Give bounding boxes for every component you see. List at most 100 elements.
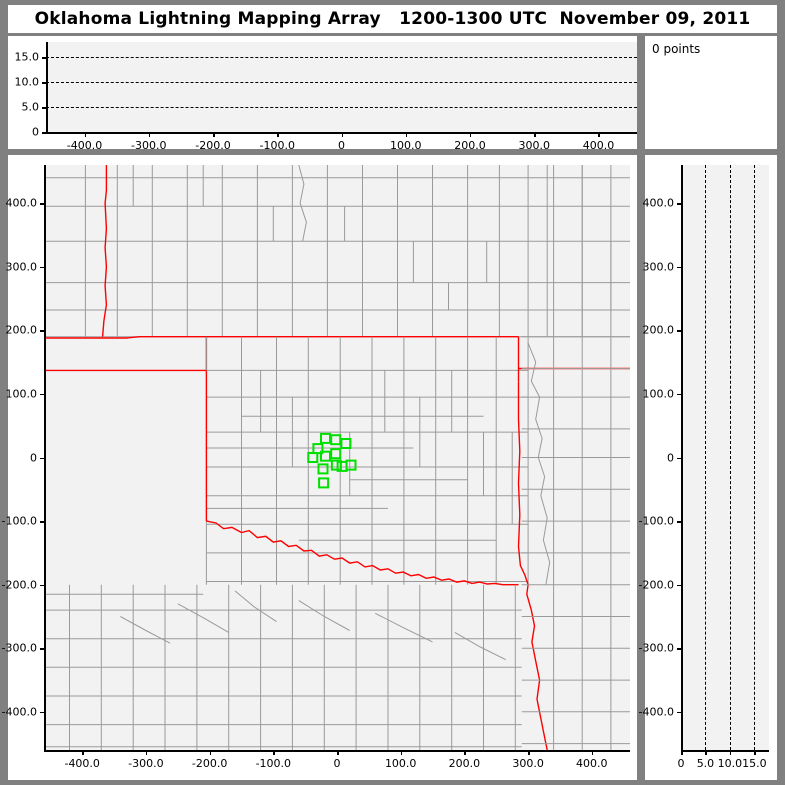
y-tick-label: 5.0 — [21, 100, 40, 114]
state-border-ok-ks — [44, 336, 519, 339]
x-tick — [145, 750, 148, 755]
x-tick — [277, 132, 279, 137]
lma-station-marker[interactable] — [318, 477, 330, 489]
county-line — [120, 616, 171, 644]
y-tick-label: 300.0 — [642, 260, 675, 274]
y-tick — [677, 330, 682, 332]
y-tick — [677, 203, 682, 205]
gridline-y — [46, 107, 637, 108]
y-axis — [46, 42, 48, 132]
y-tick-label: 400.0 — [5, 196, 38, 210]
y-tick — [677, 648, 682, 650]
x-tick-label: -100.0 — [259, 139, 295, 152]
state-border-ok-tx-red-river — [206, 520, 519, 586]
x-tick-label: 5.0 — [696, 757, 715, 770]
y-tick-label: 0 — [30, 451, 37, 464]
y-tick-label: 200.0 — [642, 323, 675, 337]
altitude-vs-northing-panel: -400.0 -300.0 -200.0 -100.0 0 100.0 200.0 300.0… — [639, 155, 777, 780]
lma-station-marker[interactable] — [336, 460, 348, 472]
lma-station-marker[interactable] — [330, 448, 342, 460]
x-tick-label: 100.0 — [389, 139, 422, 152]
county-state-map — [44, 165, 630, 750]
x-tick-label: -100.0 — [255, 757, 292, 770]
x-tick — [148, 132, 151, 137]
altitude-vs-distance-panel: 0 5.0 10.0 15.0 -400.0 -300.0 -200.0 -100.0 0 100… — [8, 36, 637, 152]
y-tick-label: 100.0 — [642, 387, 675, 401]
y-tick — [40, 521, 45, 523]
county-line — [234, 590, 277, 623]
y-tick — [40, 266, 45, 269]
x-tick-label: -200.0 — [195, 139, 231, 152]
y-tick — [42, 57, 47, 59]
county-line — [298, 165, 307, 242]
x-tick-label: 0 — [677, 757, 685, 770]
x-tick-label: 400.0 — [582, 139, 615, 152]
lma-station-marker[interactable] — [330, 434, 342, 446]
y-tick-label: -200.0 — [1, 578, 37, 592]
y-tick-label: -200.0 — [638, 578, 674, 592]
x-tick — [337, 750, 339, 755]
y-tick-label: 100.0 — [5, 387, 38, 401]
plot-area — [681, 165, 769, 750]
y-tick — [677, 393, 682, 396]
y-tick — [40, 584, 45, 587]
x-tick-label: 15.0 — [742, 757, 767, 770]
y-tick-label: -300.0 — [638, 641, 674, 655]
y-tick — [40, 393, 45, 396]
y-tick-label: 10.0 — [14, 75, 40, 89]
x-tick-label: 0 — [338, 139, 345, 152]
y-tick-label: 400.0 — [642, 196, 675, 210]
x-tick-label: -300.0 — [131, 139, 167, 152]
y-tick-label: 15.0 — [14, 50, 40, 64]
county-line — [374, 612, 433, 643]
y-tick-label: -400.0 — [1, 705, 37, 719]
lma-station-marker[interactable] — [320, 450, 331, 462]
state-border-ok-ar — [517, 381, 548, 750]
lma-station-marker[interactable] — [317, 463, 329, 475]
x-tick — [464, 750, 466, 755]
y-tick — [677, 457, 682, 459]
x-tick — [84, 132, 87, 137]
y-tick — [42, 82, 47, 84]
x-tick-label: 400.0 — [576, 757, 608, 770]
gridline-x — [754, 165, 756, 750]
y-tick-label: -100.0 — [1, 514, 37, 528]
plan-view-map-plot[interactable]: -400.0 -300.0 -200.0 -100.0 0 100.0 200.0 300.0… — [2, 155, 637, 780]
gridline-x — [729, 165, 731, 750]
x-tick — [591, 750, 594, 755]
x-tick-label: -400.0 — [66, 139, 103, 152]
y-tick — [40, 648, 45, 650]
x-tick — [469, 132, 472, 137]
x-axis — [681, 750, 769, 752]
y-tick-label: -100.0 — [638, 514, 674, 528]
y-tick-label: -400.0 — [638, 705, 674, 719]
x-tick-label: 0 — [333, 757, 341, 770]
point-count-panel: 0 points — [645, 36, 777, 149]
y-tick-label: 0 — [667, 451, 674, 464]
x-tick — [209, 750, 212, 755]
gridline-y — [46, 82, 637, 83]
x-tick — [598, 132, 600, 137]
y-tick — [40, 203, 45, 205]
lma-station-marker[interactable] — [330, 459, 342, 471]
lma-station-marker[interactable] — [307, 452, 319, 463]
y-tick — [40, 330, 45, 332]
x-tick-label: -200.0 — [191, 757, 228, 770]
point-count-label: 0 points — [652, 42, 701, 56]
plan-view-map-panel: -400.0 -300.0 -200.0 -100.0 0 100.0 200.0 300.0… — [2, 155, 637, 780]
altitude-vs-northing-plot[interactable]: -400.0 -300.0 -200.0 -100.0 0 100.0 200.0 300.0… — [639, 155, 777, 780]
lma-station-marker[interactable] — [320, 432, 331, 444]
x-tick — [681, 750, 683, 755]
y-tick — [40, 457, 45, 459]
x-tick — [213, 132, 215, 137]
x-tick-label: 100.0 — [384, 757, 417, 770]
x-tick-label: 200.0 — [454, 139, 486, 152]
lma-station-marker[interactable] — [340, 438, 352, 449]
y-tick-label: 200.0 — [5, 323, 38, 337]
lma-station-marker[interactable] — [345, 459, 357, 471]
altitude-vs-distance-plot[interactable]: 0 5.0 10.0 15.0 -400.0 -300.0 -200.0 -100.0 0 100… — [8, 36, 637, 152]
county-line — [298, 600, 350, 631]
y-tick — [40, 711, 45, 714]
y-tick — [42, 107, 47, 109]
x-tick — [705, 750, 707, 755]
